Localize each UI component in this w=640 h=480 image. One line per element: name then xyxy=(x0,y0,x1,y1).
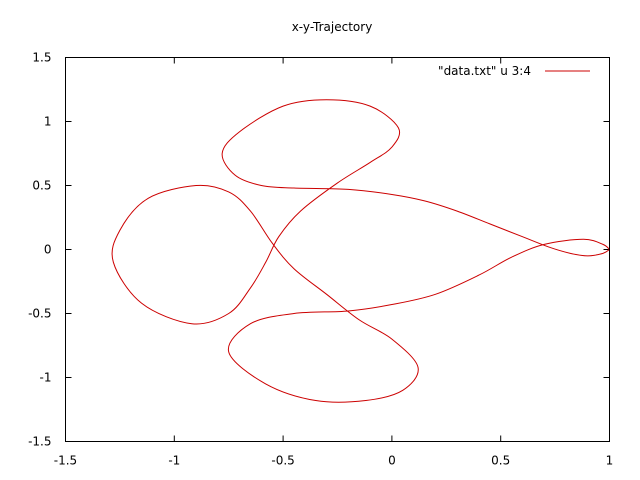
y-tick-label-6: 1.5 xyxy=(32,51,51,65)
x-tick-label-3: 0 xyxy=(388,454,396,468)
y-tick-label-5: 1 xyxy=(44,115,52,129)
series-layer xyxy=(111,99,610,403)
y-tick-label-2: -0.5 xyxy=(28,307,51,321)
x-tick-label-4: 0.5 xyxy=(491,454,510,468)
x-tick-label-1: -1 xyxy=(168,454,180,468)
y-tick-label-1: -1 xyxy=(40,371,52,385)
axis-tick-labels: -1.5 -1 -0.5 0 0.5 1 -1.5 -1 -0.5 0 0.5 1 1.5 xyxy=(28,51,613,468)
y-tick-label-4: 0.5 xyxy=(32,179,51,193)
x-tick-label-2: -0.5 xyxy=(271,454,294,468)
y-tick-label-3: 0 xyxy=(44,243,52,257)
legend: "data.txt" u 3:4 xyxy=(438,64,590,78)
x-tick-label-5: 1 xyxy=(606,454,614,468)
plot-frame xyxy=(65,57,610,442)
y-tick-label-0: -1.5 xyxy=(28,435,51,449)
chart-title: x-y-Trajectory xyxy=(292,20,373,34)
series-line-0 xyxy=(111,99,610,403)
legend-entry-label: "data.txt" u 3:4 xyxy=(438,64,531,78)
x-tick-label-0: -1.5 xyxy=(54,454,77,468)
